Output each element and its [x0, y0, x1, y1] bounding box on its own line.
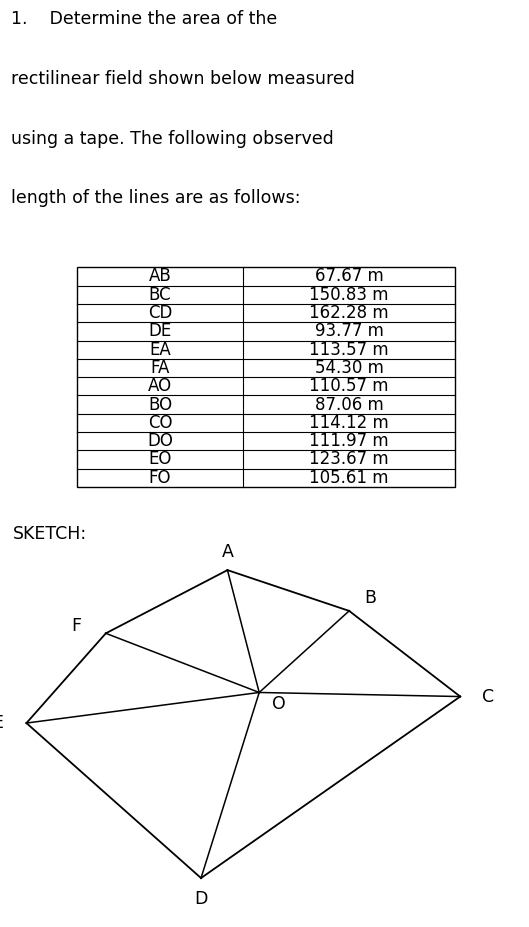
Text: 113.57 m: 113.57 m [309, 341, 389, 359]
Text: DO: DO [147, 432, 173, 451]
Text: FA: FA [150, 359, 170, 377]
Bar [77, 267, 455, 487]
Text: 162.28 m: 162.28 m [309, 304, 389, 322]
Text: E: E [0, 714, 3, 732]
Text: CD: CD [148, 304, 172, 322]
Text: DE: DE [149, 323, 171, 340]
Text: 110.57 m: 110.57 m [309, 377, 389, 395]
Text: C: C [482, 688, 494, 705]
Text: EO: EO [148, 451, 172, 468]
Text: SKETCH:: SKETCH: [13, 526, 87, 543]
Text: 54.30 m: 54.30 m [315, 359, 384, 377]
Text: EA: EA [149, 341, 171, 359]
Text: 67.67 m: 67.67 m [315, 268, 384, 286]
Text: D: D [194, 890, 208, 908]
Text: B: B [364, 589, 376, 607]
Text: 93.77 m: 93.77 m [315, 323, 384, 340]
Text: BC: BC [149, 286, 171, 304]
Text: 123.67 m: 123.67 m [309, 451, 389, 468]
Text: O: O [272, 695, 286, 713]
Text: 87.06 m: 87.06 m [315, 396, 384, 413]
Text: 150.83 m: 150.83 m [309, 286, 389, 304]
Text: length of the lines are as follows:: length of the lines are as follows: [11, 189, 300, 208]
Text: AO: AO [148, 377, 172, 395]
Text: 114.12 m: 114.12 m [309, 413, 389, 432]
Text: BO: BO [148, 396, 172, 413]
Text: 1.    Determine the area of the: 1. Determine the area of the [11, 10, 277, 29]
Text: F: F [72, 617, 81, 635]
Text: 111.97 m: 111.97 m [309, 432, 389, 451]
Text: FO: FO [149, 469, 171, 487]
Text: AB: AB [149, 268, 171, 286]
Text: using a tape. The following observed: using a tape. The following observed [11, 130, 333, 147]
Text: rectilinear field shown below measured: rectilinear field shown below measured [11, 70, 354, 88]
Text: CO: CO [148, 413, 172, 432]
Text: A: A [222, 542, 233, 561]
Text: 105.61 m: 105.61 m [309, 469, 389, 487]
